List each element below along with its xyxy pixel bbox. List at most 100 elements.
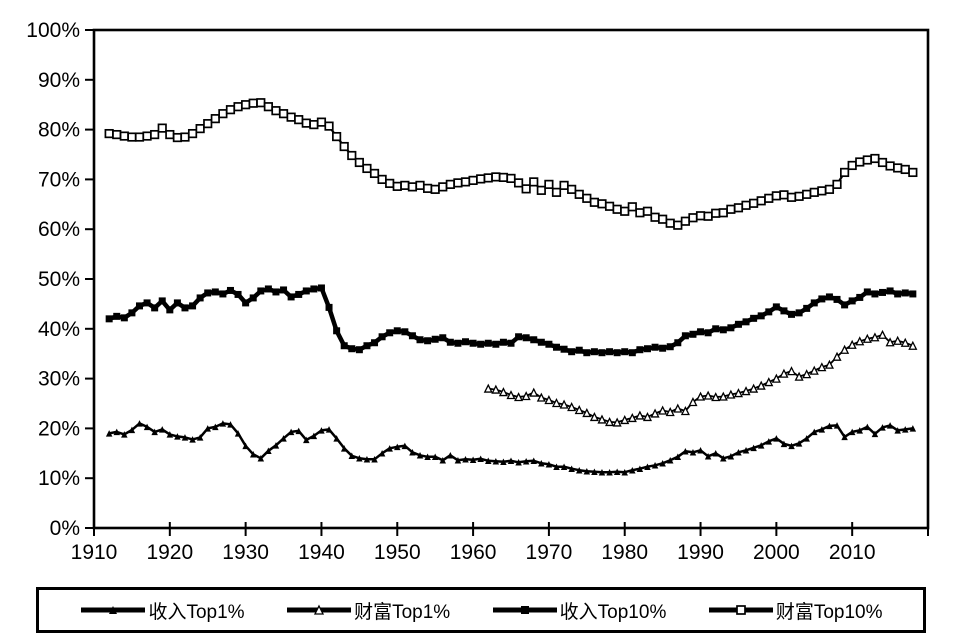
open-square-marker <box>635 208 645 218</box>
filled-triangle-marker <box>689 449 697 456</box>
open-triangle-marker <box>529 387 539 397</box>
open-square-marker <box>263 102 273 112</box>
filled-triangle-marker <box>575 466 583 474</box>
filled-triangle-marker <box>674 453 682 461</box>
y-tick-label: 90% <box>38 69 80 92</box>
filled-triangle-marker <box>113 428 120 436</box>
y-tick-label: 0% <box>50 517 80 540</box>
open-square-marker <box>385 178 395 188</box>
filled-square-marker <box>765 308 773 316</box>
filled-square-marker <box>515 333 523 341</box>
filled-triangle-marker <box>613 468 621 475</box>
open-square-marker <box>134 132 145 142</box>
triangle-filled-icon <box>109 606 118 614</box>
open-square-marker <box>551 187 562 197</box>
filled-square-marker <box>105 315 113 323</box>
open-square-marker <box>430 184 440 194</box>
open-square-marker <box>233 102 243 112</box>
filled-square-marker <box>651 343 659 351</box>
filled-square-marker <box>795 309 803 317</box>
filled-square-marker <box>196 294 204 302</box>
open-triangle-marker <box>650 408 660 418</box>
y-tick-label: 40% <box>38 318 80 341</box>
open-triangle-marker <box>574 405 584 415</box>
filled-triangle-marker <box>462 456 469 463</box>
open-triangle-marker <box>635 410 645 420</box>
legend-item-income-top10: 收入Top10% <box>491 597 666 624</box>
filled-square-marker <box>363 342 371 350</box>
open-square-marker <box>779 190 789 200</box>
x-tick-label: 1990 <box>677 541 724 564</box>
open-triangle-marker <box>771 373 781 383</box>
filled-triangle-marker <box>568 465 575 472</box>
open-square-marker <box>847 160 857 171</box>
filled-square-marker <box>818 295 826 303</box>
filled-square-marker <box>545 340 553 348</box>
open-square-marker <box>377 174 387 184</box>
filled-square-marker <box>583 349 591 357</box>
open-triangle-marker <box>605 416 615 427</box>
filled-square-marker <box>780 307 788 315</box>
open-square-marker <box>597 199 607 209</box>
filled-triangle-marker <box>371 456 378 463</box>
open-square-marker <box>733 203 744 213</box>
filled-square-marker <box>507 339 515 347</box>
open-triangle-marker <box>673 403 683 413</box>
open-triangle-marker <box>498 387 508 397</box>
filled-triangle-marker <box>621 468 628 476</box>
filled-square-marker <box>226 286 234 294</box>
open-square-marker <box>726 204 736 214</box>
open-square-marker <box>642 206 653 216</box>
open-square-marker <box>544 179 554 189</box>
filled-square-marker <box>681 332 689 340</box>
filled-square-marker <box>613 349 621 357</box>
filled-triangle-marker <box>773 435 780 442</box>
filled-square-marker <box>848 297 856 305</box>
filled-square-marker <box>310 285 318 293</box>
filled-square-marker <box>552 343 560 351</box>
open-square-marker <box>718 208 728 218</box>
open-triangle-marker <box>688 397 698 407</box>
open-square-marker <box>278 109 289 119</box>
open-triangle-marker <box>658 405 668 415</box>
open-triangle-marker <box>703 390 713 400</box>
open-square-marker <box>294 115 304 125</box>
open-square-marker <box>627 202 637 212</box>
open-square-marker <box>582 193 592 203</box>
open-square-marker <box>339 141 349 152</box>
filled-triangle-marker <box>841 433 848 441</box>
open-triangle-marker <box>832 351 842 361</box>
open-square-marker <box>423 183 433 193</box>
open-square-marker <box>521 184 531 194</box>
filled-square-marker <box>909 290 917 298</box>
open-square-marker <box>157 123 167 133</box>
open-triangle-marker <box>779 368 789 378</box>
filled-square-marker <box>348 345 356 353</box>
open-square-marker <box>347 150 357 161</box>
open-square-marker <box>574 189 584 199</box>
open-square-marker <box>604 201 615 211</box>
filled-square-marker <box>143 299 151 307</box>
legend-item-wealth-top10: 财富Top10% <box>707 597 883 624</box>
open-square-marker <box>415 180 425 190</box>
filled-square-marker <box>628 349 636 357</box>
legend-item-wealth-top1: 财富Top1% <box>285 597 450 624</box>
x-tick-label: 1970 <box>526 541 573 564</box>
open-square-marker <box>324 121 334 131</box>
filled-square-marker <box>621 348 629 356</box>
filled-square-marker <box>280 286 288 294</box>
open-triangle-marker <box>711 392 721 402</box>
filled-square-marker <box>734 320 742 328</box>
filled-triangle-marker <box>591 468 598 475</box>
filled-triangle-marker <box>242 442 249 450</box>
filled-square-marker <box>264 285 272 293</box>
open-square-marker <box>688 213 698 223</box>
filled-square-marker <box>113 312 121 320</box>
open-triangle-marker <box>741 386 751 396</box>
open-triangle-marker <box>506 390 516 400</box>
open-square-marker <box>301 118 311 128</box>
y-tick-label: 80% <box>38 119 80 142</box>
filled-square-marker <box>378 333 386 341</box>
open-square-marker <box>650 212 660 222</box>
filled-square-marker <box>560 345 568 353</box>
